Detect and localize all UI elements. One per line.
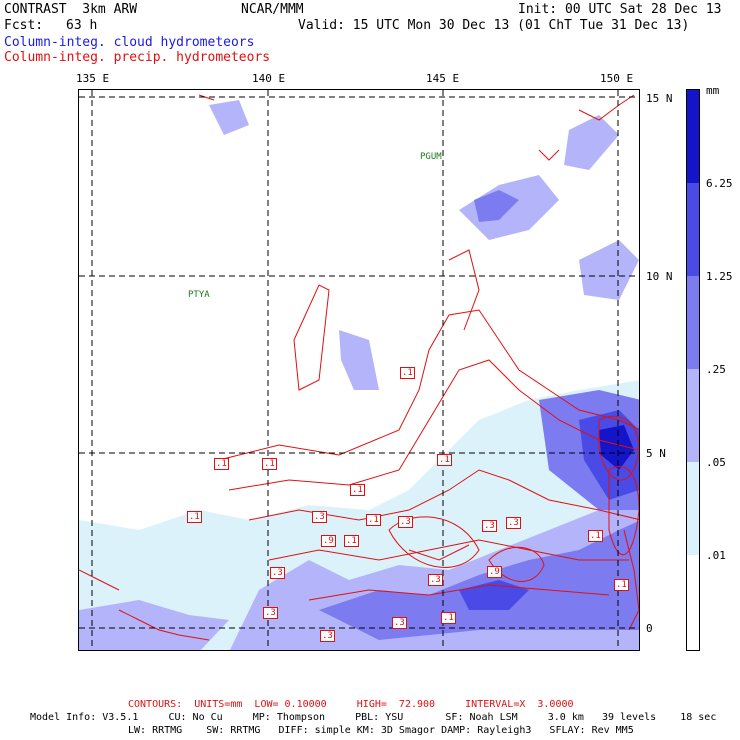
- contour-label: .3: [482, 520, 497, 532]
- fcst-label: Fcst:: [4, 18, 44, 33]
- precip-contours: [79, 94, 639, 641]
- place-pgum: PGUM: [420, 152, 442, 162]
- colorbar-swatch: [687, 276, 699, 369]
- contour-label: .9: [487, 566, 502, 578]
- field-cloud-title: Column-integ. cloud hydrometeors: [4, 35, 255, 50]
- lat-label-15n: 15 N: [646, 92, 673, 105]
- contour-label: .1: [441, 612, 456, 624]
- colorbar-swatch: [687, 183, 699, 276]
- contour-label: .3: [312, 511, 327, 523]
- contour-label: .3: [270, 567, 285, 579]
- contour-label: .3: [428, 574, 443, 586]
- colorbar-label: .01: [706, 549, 726, 562]
- lon-label-135: 135 E: [76, 72, 110, 85]
- contour-label: .1: [262, 458, 277, 470]
- colorbar-label: 1.25: [706, 270, 733, 283]
- contour-label: .9: [321, 535, 336, 547]
- valid-time: Valid: 15 UTC Mon 30 Dec 13 (01 ChT Tue …: [298, 18, 690, 33]
- map-panel: [78, 89, 640, 651]
- colorbar-swatch: [687, 90, 699, 183]
- fcst-value: 63 h: [66, 18, 98, 33]
- colorbar-label: .05: [706, 456, 726, 469]
- lat-label-5n: 5 N: [646, 447, 666, 460]
- model-title: CONTRAST 3km ARW: [4, 2, 138, 17]
- colorbar: [686, 89, 700, 651]
- contour-label: .1: [350, 484, 365, 496]
- contour-label: .3: [320, 630, 335, 642]
- colorbar-swatch: [687, 369, 699, 462]
- contour-label: .1: [588, 530, 603, 542]
- contour-label: .3: [506, 517, 521, 529]
- contour-label: .3: [263, 607, 278, 619]
- model-info: Model Info: V3.5.1 CU: No Cu MP: Thompso…: [30, 712, 717, 723]
- org-label: NCAR/MMM: [241, 2, 304, 17]
- cloud-shading: [79, 100, 639, 650]
- place-ptya: PTYA: [188, 290, 210, 300]
- colorbar-label: .25: [706, 363, 726, 376]
- contour-label: .1: [344, 535, 359, 547]
- lat-label-0: 0: [646, 622, 653, 635]
- lat-label-10n: 10 N: [646, 270, 673, 283]
- contour-label: .1: [366, 514, 381, 526]
- contour-label: .1: [400, 367, 415, 379]
- contour-label: .1: [614, 579, 629, 591]
- latlon-grid: [79, 90, 639, 650]
- colorbar-swatch: [687, 555, 699, 650]
- contour-label: .1: [437, 454, 452, 466]
- colorbar-swatch: [687, 462, 699, 555]
- colorbar-label: 6.25: [706, 177, 733, 190]
- map-field-svg: [79, 90, 639, 650]
- lon-label-145: 145 E: [426, 72, 460, 85]
- contours-info: CONTOURS: UNITS=mm LOW= 0.10000 HIGH= 72…: [128, 699, 574, 710]
- contour-label: .1: [187, 511, 202, 523]
- init-time: Init: 00 UTC Sat 28 Dec 13: [518, 2, 722, 17]
- contour-label: .3: [392, 617, 407, 629]
- field-precip-title: Column-integ. precip. hydrometeors: [4, 50, 271, 65]
- lon-label-150: 150 E: [600, 72, 634, 85]
- colorbar-unit: mm: [706, 84, 720, 97]
- contour-label: .3: [398, 516, 413, 528]
- model-info-physics: LW: RRTMG SW: RRTMG DIFF: simple KM: 3D …: [128, 725, 634, 736]
- lon-label-140: 140 E: [252, 72, 286, 85]
- contour-label: .1: [214, 458, 229, 470]
